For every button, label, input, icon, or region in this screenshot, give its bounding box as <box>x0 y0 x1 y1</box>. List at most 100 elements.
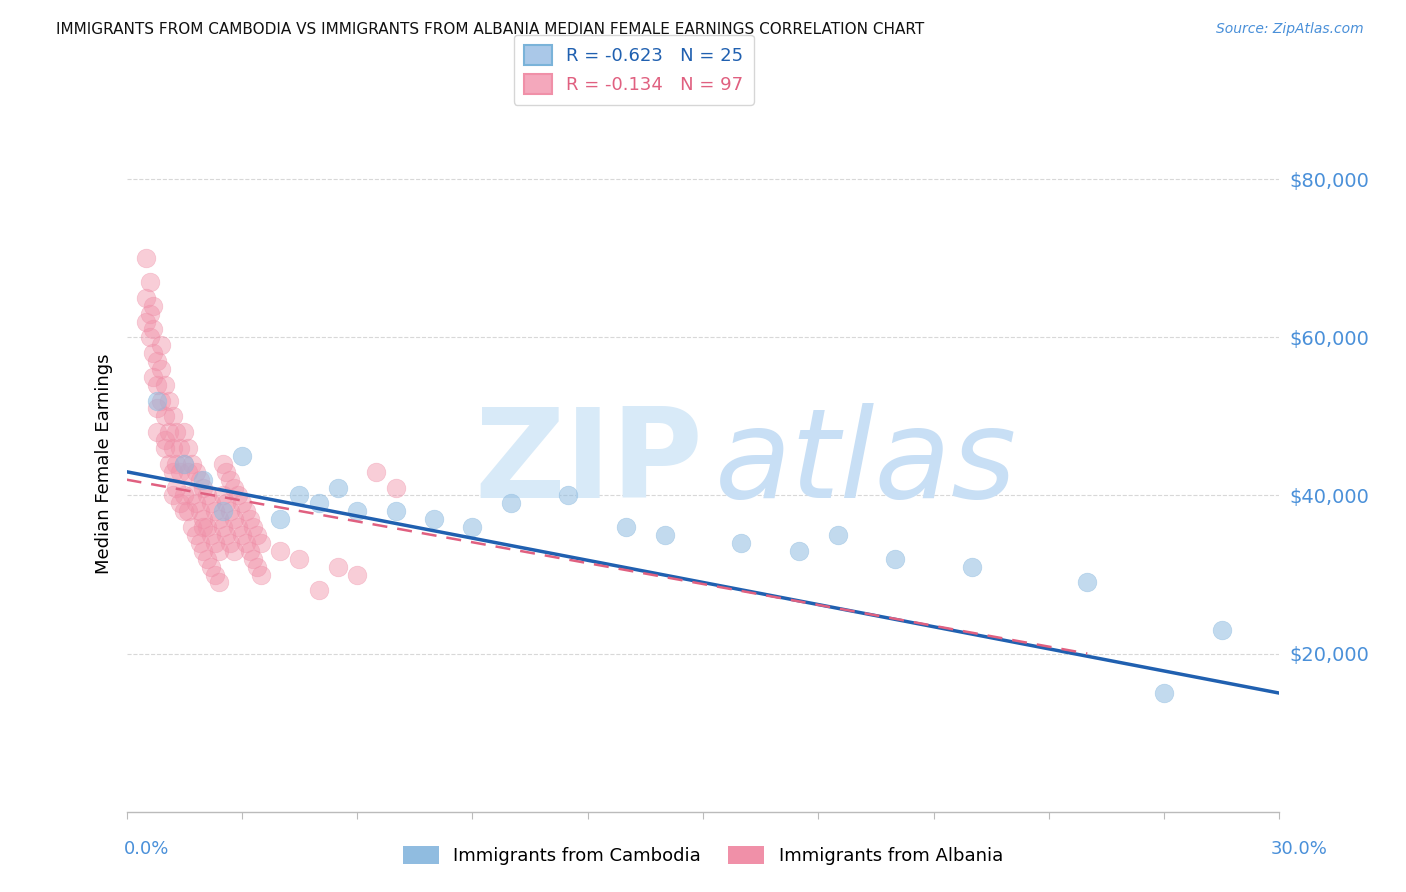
Point <box>157 393 180 408</box>
Point <box>235 536 257 550</box>
Point <box>177 504 200 518</box>
Point <box>1153 686 1175 700</box>
Point <box>219 536 242 550</box>
Point <box>308 496 330 510</box>
Point <box>142 370 165 384</box>
Point <box>180 488 202 502</box>
Point <box>960 559 983 574</box>
Point <box>204 504 226 518</box>
Legend: R = -0.623   N = 25, R = -0.134   N = 97: R = -0.623 N = 25, R = -0.134 N = 97 <box>513 35 754 105</box>
Point <box>219 473 242 487</box>
Point <box>195 551 218 566</box>
Point <box>146 377 169 392</box>
Point <box>166 481 188 495</box>
Point <box>157 425 180 440</box>
Point <box>215 465 238 479</box>
Point <box>146 401 169 416</box>
Point <box>288 551 311 566</box>
Point <box>188 473 211 487</box>
Point <box>169 496 191 510</box>
Point <box>384 481 406 495</box>
Point <box>173 457 195 471</box>
Point <box>200 528 222 542</box>
Y-axis label: Median Female Earnings: Median Female Earnings <box>94 353 112 574</box>
Point <box>188 504 211 518</box>
Point <box>150 393 173 408</box>
Point <box>1076 575 1098 590</box>
Point <box>195 488 218 502</box>
Point <box>166 457 188 471</box>
Point <box>142 322 165 336</box>
Point <box>162 409 184 424</box>
Point <box>384 504 406 518</box>
Point <box>827 528 849 542</box>
Point <box>200 559 222 574</box>
Point <box>219 504 242 518</box>
Point <box>169 465 191 479</box>
Point <box>224 512 246 526</box>
Point <box>654 528 676 542</box>
Point <box>157 457 180 471</box>
Point <box>135 314 157 328</box>
Point <box>173 504 195 518</box>
Point <box>235 504 257 518</box>
Point <box>346 504 368 518</box>
Point <box>730 536 752 550</box>
Point <box>787 544 810 558</box>
Point <box>557 488 579 502</box>
Point <box>208 512 231 526</box>
Point <box>180 457 202 471</box>
Point <box>215 528 238 542</box>
Point <box>231 528 253 542</box>
Point <box>153 409 176 424</box>
Text: Source: ZipAtlas.com: Source: ZipAtlas.com <box>1216 22 1364 37</box>
Point <box>884 551 907 566</box>
Point <box>208 544 231 558</box>
Point <box>138 330 160 344</box>
Point <box>153 433 176 447</box>
Point <box>193 512 215 526</box>
Point <box>346 567 368 582</box>
Point <box>177 465 200 479</box>
Text: atlas: atlas <box>714 403 1017 524</box>
Point <box>231 496 253 510</box>
Point <box>250 567 273 582</box>
Point <box>226 520 249 534</box>
Point <box>211 488 233 502</box>
Point <box>184 465 207 479</box>
Point <box>224 544 246 558</box>
Point <box>153 377 176 392</box>
Point <box>173 425 195 440</box>
Point <box>246 559 269 574</box>
Point <box>162 441 184 455</box>
Point <box>177 441 200 455</box>
Point <box>135 291 157 305</box>
Point <box>150 362 173 376</box>
Point <box>180 520 202 534</box>
Point <box>308 583 330 598</box>
Point <box>142 346 165 360</box>
Point <box>326 481 349 495</box>
Point <box>204 567 226 582</box>
Legend: Immigrants from Cambodia, Immigrants from Albania: Immigrants from Cambodia, Immigrants fro… <box>395 838 1011 872</box>
Text: IMMIGRANTS FROM CAMBODIA VS IMMIGRANTS FROM ALBANIA MEDIAN FEMALE EARNINGS CORRE: IMMIGRANTS FROM CAMBODIA VS IMMIGRANTS F… <box>56 22 925 37</box>
Point <box>162 465 184 479</box>
Point <box>224 481 246 495</box>
Point <box>211 457 233 471</box>
Point <box>135 252 157 266</box>
Point <box>138 307 160 321</box>
Point <box>211 504 233 518</box>
Point <box>246 528 269 542</box>
Point <box>461 520 484 534</box>
Point <box>162 488 184 502</box>
Point <box>193 481 215 495</box>
Point <box>238 544 260 558</box>
Point <box>269 544 291 558</box>
Point <box>173 488 195 502</box>
Point <box>184 528 207 542</box>
Point <box>242 520 264 534</box>
Point <box>226 488 249 502</box>
Point <box>231 449 253 463</box>
Point <box>250 536 273 550</box>
Point <box>166 425 188 440</box>
